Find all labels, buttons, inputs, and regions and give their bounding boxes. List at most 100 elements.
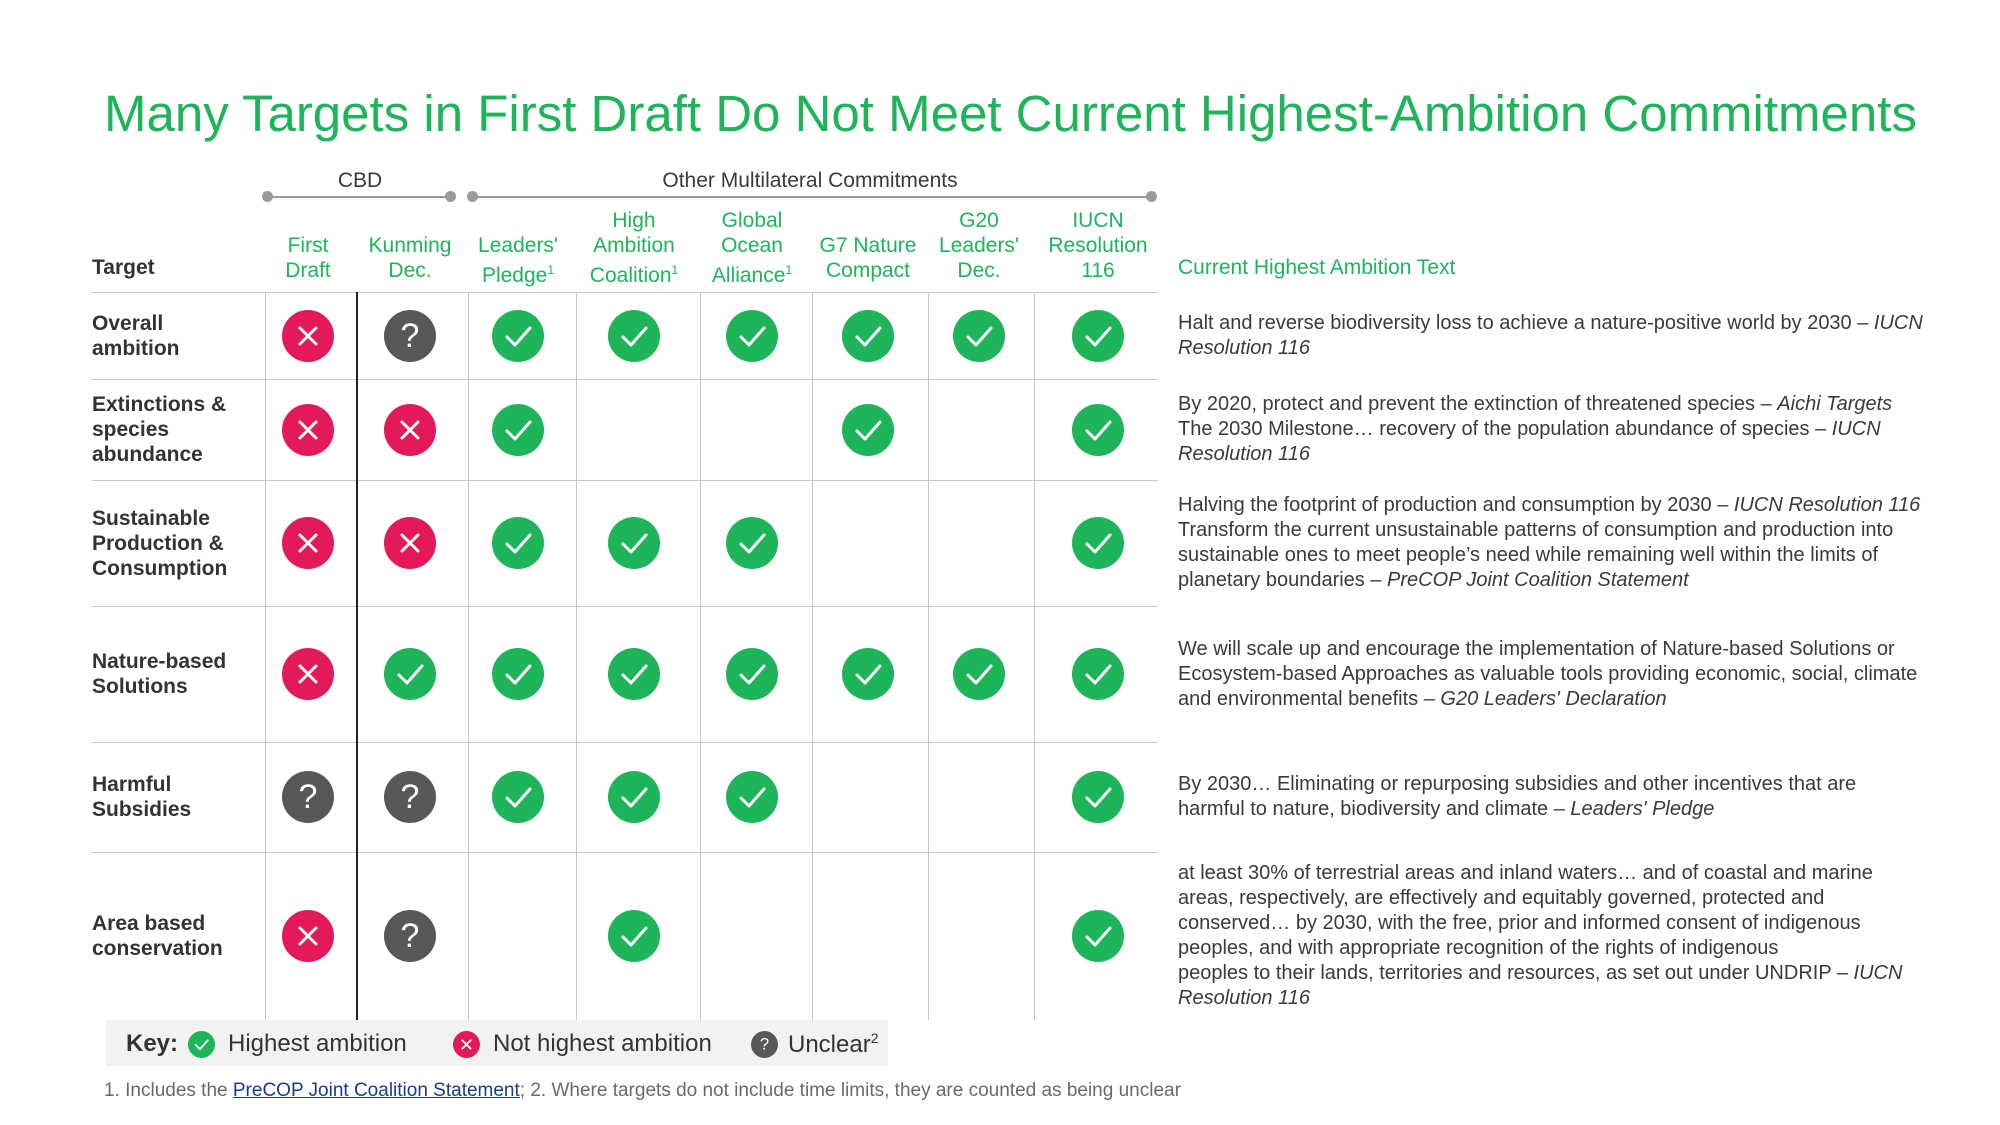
row-ambition-text: at least 30% of terrestrial areas and in… bbox=[1178, 861, 1978, 1011]
check-icon bbox=[1072, 910, 1124, 962]
row-ambition-text: Halt and reverse biodiversity loss to ac… bbox=[1178, 311, 1978, 361]
check-icon bbox=[384, 648, 436, 700]
check-icon bbox=[842, 403, 894, 456]
column-header-line: Resolution bbox=[1048, 234, 1148, 257]
ambition-text: By 2020, protect and prevent the extinct… bbox=[1178, 393, 1778, 415]
row-target-label-line: Overall bbox=[92, 311, 164, 335]
row-target-label: Nature-based Solutions bbox=[92, 649, 242, 699]
bracket-dot bbox=[445, 191, 456, 202]
svg-text:?: ? bbox=[401, 917, 420, 955]
column-header: IUCN Resolution 116 bbox=[1028, 208, 1168, 283]
ambition-text: planetary boundaries – bbox=[1178, 569, 1388, 591]
legend-key: Key: Highest ambition Not highest ambiti… bbox=[106, 1020, 888, 1066]
ambition-text-line: and environmental benefits – G20 Leaders… bbox=[1178, 687, 1978, 712]
column-divider bbox=[928, 292, 929, 1020]
cbd-divider bbox=[356, 292, 358, 1020]
column-divider bbox=[1034, 292, 1035, 1020]
check-icon bbox=[492, 771, 544, 823]
ambition-text-line: conserved… by 2030, with the free, prior… bbox=[1178, 911, 1978, 936]
ambition-text-line: Halt and reverse biodiversity loss to ac… bbox=[1178, 311, 1978, 336]
ambition-source: IUCN Resolution 116 bbox=[1733, 494, 1921, 516]
group-label-other: Other Multilateral Commitments bbox=[662, 169, 958, 192]
check-icon bbox=[1072, 648, 1124, 700]
bracket-dot bbox=[467, 191, 478, 202]
row-target-label-line: species bbox=[92, 418, 170, 441]
column-header-line: 116 bbox=[1081, 259, 1115, 282]
bracket-dot bbox=[1146, 191, 1157, 202]
row-target-label-line: Production & bbox=[92, 531, 224, 555]
column-header-line: Ocean bbox=[721, 234, 783, 257]
ambition-text-line: areas, respectively, are effectively and… bbox=[1178, 886, 1978, 911]
row-divider bbox=[92, 606, 1158, 607]
row-ambition-text: By 2020, protect and prevent the extinct… bbox=[1178, 392, 1978, 467]
ambition-text-line: at least 30% of terrestrial areas and in… bbox=[1178, 861, 1978, 886]
row-ambition-text: We will scale up and encourage the imple… bbox=[1178, 637, 1978, 712]
precop-statement-link[interactable]: PreCOP Joint Coalition Statement bbox=[232, 1080, 520, 1101]
ambition-source: Resolution 116 bbox=[1178, 336, 1310, 359]
column-divider bbox=[265, 292, 266, 1020]
column-header: G7 Nature Compact bbox=[798, 233, 938, 283]
target-column-header: Target bbox=[92, 256, 155, 279]
check-icon bbox=[726, 771, 778, 823]
ambition-text: The 2030 Milestone… recovery of the popu… bbox=[1178, 418, 1832, 440]
ambition-text: and environmental benefits – bbox=[1178, 687, 1441, 710]
ambition-text-column-header: Current Highest Ambition Text bbox=[1178, 256, 1456, 279]
key-highest-ambition: Highest ambition bbox=[228, 1030, 407, 1057]
row-target-label: Sustainable Production & Consumption bbox=[92, 506, 242, 581]
check-icon bbox=[953, 648, 1005, 700]
ambition-source: IUCN bbox=[1873, 311, 1923, 334]
ambition-source: Resolution 116 bbox=[1178, 443, 1310, 465]
row-target-label-line: Consumption bbox=[92, 556, 228, 580]
row-target-label-line: Subsidies bbox=[92, 798, 192, 821]
column-header-line: Compact bbox=[825, 259, 911, 282]
group-label-cbd: CBD bbox=[337, 169, 383, 192]
ambition-source: IUCN bbox=[1831, 418, 1881, 440]
row-target-label-line: abundance bbox=[92, 443, 203, 466]
check-icon bbox=[1072, 771, 1124, 823]
check-icon bbox=[492, 403, 544, 456]
row-target-label: Overall ambition bbox=[92, 311, 242, 361]
column-header-line: Kunming bbox=[368, 234, 452, 257]
ambition-text-line: The 2030 Milestone… recovery of the popu… bbox=[1178, 417, 1978, 442]
ambition-text: areas, respectively, are effectively and… bbox=[1178, 887, 1825, 909]
ambition-text: sustainable ones to meet people’s need w… bbox=[1178, 544, 1879, 566]
column-header-line: Dec. bbox=[957, 259, 1001, 282]
column-header-line: Draft bbox=[285, 259, 331, 282]
check-icon bbox=[492, 517, 544, 569]
column-header-line: Leaders' bbox=[478, 234, 558, 257]
row-target-label-line: conservation bbox=[92, 937, 223, 960]
key-not-highest-ambition: Not highest ambition bbox=[493, 1030, 712, 1057]
question-icon: ? bbox=[282, 771, 334, 823]
check-icon bbox=[188, 1031, 215, 1058]
check-icon bbox=[1072, 403, 1124, 456]
ambition-text-line: peoples to their lands, territories and … bbox=[1178, 961, 1978, 986]
column-header-line: Alliance1 bbox=[711, 263, 793, 287]
row-divider bbox=[92, 742, 1158, 743]
footnote-suffix: ; 2. Where targets do not include time l… bbox=[519, 1080, 1181, 1101]
ambition-source: Aichi Targets bbox=[1777, 393, 1893, 415]
check-icon bbox=[842, 648, 894, 700]
column-divider bbox=[812, 292, 813, 1020]
check-icon bbox=[726, 309, 778, 362]
ambition-text-line: By 2020, protect and prevent the extinct… bbox=[1178, 392, 1978, 417]
ambition-text-line: Resolution 116 bbox=[1178, 336, 1978, 361]
check-icon bbox=[608, 648, 660, 700]
ambition-text-line: Halving the footprint of production and … bbox=[1178, 493, 1978, 518]
column-header: Kunming Dec. bbox=[340, 233, 480, 283]
column-divider bbox=[700, 292, 701, 1020]
column-header: Leaders' Pledge1 bbox=[448, 233, 588, 288]
ambition-text-line: planetary boundaries – PreCOP Joint Coal… bbox=[1178, 568, 1978, 593]
question-icon: ? bbox=[384, 771, 436, 823]
row-target-label-line: ambition bbox=[92, 336, 180, 360]
check-icon bbox=[608, 771, 660, 823]
row-ambition-text: By 2030… Eliminating or repurposing subs… bbox=[1178, 772, 1978, 822]
cross-icon bbox=[384, 403, 436, 456]
ambition-text-line: Ecosystem-based Approaches as valuable t… bbox=[1178, 662, 1978, 687]
row-divider bbox=[92, 480, 1158, 481]
ambition-text: Halving the footprint of production and … bbox=[1178, 494, 1734, 516]
column-divider bbox=[468, 292, 469, 1020]
column-header-line: Ambition bbox=[593, 234, 675, 257]
check-icon bbox=[492, 309, 544, 362]
column-header-line: Coalition1 bbox=[589, 263, 679, 287]
column-divider bbox=[576, 292, 577, 1020]
